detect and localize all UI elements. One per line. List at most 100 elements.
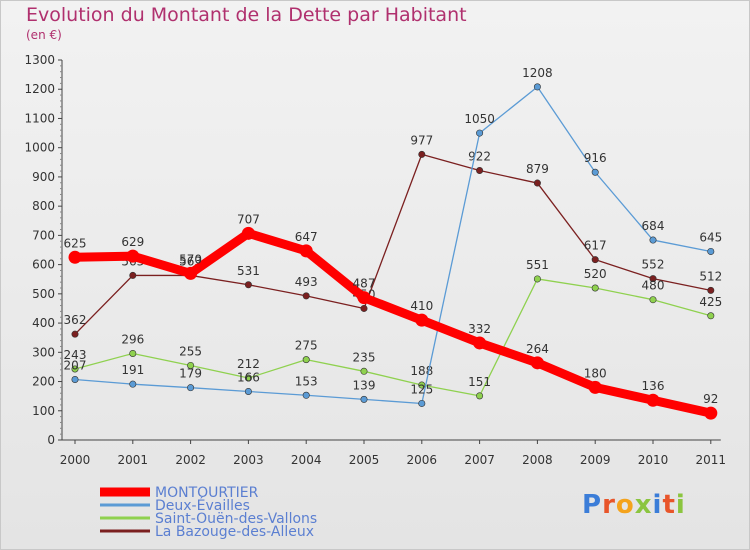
data-point	[71, 365, 79, 373]
y-tick-label: 500	[32, 287, 55, 301]
data-label: 1050	[464, 112, 495, 126]
data-label: 139	[353, 378, 376, 392]
data-point	[184, 266, 198, 280]
data-label: 332	[468, 322, 491, 336]
data-point	[649, 236, 657, 244]
y-tick-label: 100	[32, 404, 55, 418]
data-label: 151	[468, 375, 491, 389]
data-point	[418, 150, 426, 158]
data-label: 916	[584, 151, 607, 165]
data-point	[68, 250, 82, 264]
data-label: 410	[410, 299, 433, 313]
data-point	[357, 291, 371, 305]
y-tick-label: 400	[32, 316, 55, 330]
data-label: 136	[642, 379, 665, 393]
data-label: 922	[468, 149, 491, 163]
chart-unit: (en €)	[26, 28, 62, 42]
data-label: 493	[295, 275, 318, 289]
data-label: 552	[642, 258, 665, 272]
data-label: 125	[410, 382, 433, 396]
data-point	[533, 83, 541, 91]
data-label: 684	[642, 219, 665, 233]
data-label: 551	[526, 258, 549, 272]
data-point	[591, 284, 599, 292]
y-tick-label: 800	[32, 199, 55, 213]
data-label: 191	[121, 363, 144, 377]
data-point	[244, 374, 252, 382]
data-point	[302, 356, 310, 364]
data-point	[187, 361, 195, 369]
data-point	[360, 367, 368, 375]
x-tick-label: 2003	[233, 453, 264, 467]
data-point	[530, 356, 544, 370]
data-label: 480	[642, 279, 665, 293]
data-label: 153	[295, 374, 318, 388]
y-tick-label: 600	[32, 258, 55, 272]
data-label: 879	[526, 162, 549, 176]
data-point	[707, 286, 715, 294]
x-tick-label: 2006	[407, 453, 438, 467]
data-point	[533, 179, 541, 187]
data-point	[299, 244, 313, 258]
data-label: 235	[353, 350, 376, 364]
legend-label: Deux-Évailles	[155, 497, 250, 514]
data-point	[533, 275, 541, 283]
y-tick-label: 300	[32, 345, 55, 359]
x-tick-label: 2009	[580, 453, 611, 467]
data-point	[646, 393, 660, 407]
data-label: 92	[703, 392, 718, 406]
data-label: 180	[584, 366, 607, 380]
logo-letter: i	[675, 490, 686, 520]
data-label: 487	[353, 277, 376, 291]
x-tick-label: 2010	[638, 453, 669, 467]
y-tick-label: 1000	[24, 141, 55, 155]
chart-title: Evolution du Montant de la Dette par Hab…	[26, 4, 467, 26]
data-point	[71, 375, 79, 383]
data-point	[187, 384, 195, 392]
data-point	[476, 166, 484, 174]
logo-letter: o	[615, 490, 635, 520]
data-point	[418, 399, 426, 407]
logo-letter: r	[602, 490, 616, 520]
series-line	[74, 278, 712, 397]
data-label: 296	[121, 332, 144, 346]
data-label: 617	[584, 239, 607, 253]
y-tick-label: 900	[32, 170, 55, 184]
legend-label: Saint-Ouën-des-Vallons	[155, 511, 317, 527]
x-tick-label: 2002	[175, 453, 206, 467]
data-label: 362	[64, 313, 87, 327]
data-label: 531	[237, 264, 260, 278]
data-point	[591, 168, 599, 176]
y-tick-label: 700	[32, 228, 55, 242]
data-point	[241, 226, 255, 240]
data-label: 512	[699, 269, 722, 283]
data-label: 212	[237, 357, 260, 371]
data-point	[649, 296, 657, 304]
data-point	[476, 129, 484, 137]
data-label: 425	[699, 295, 722, 309]
data-point	[415, 313, 429, 327]
data-point	[71, 330, 79, 338]
data-label: 264	[526, 342, 549, 356]
y-tick-label: 200	[32, 375, 55, 389]
data-label: 570	[179, 252, 202, 266]
data-point	[588, 380, 602, 394]
x-tick-label: 2007	[464, 453, 495, 467]
data-point	[707, 312, 715, 320]
data-point	[704, 406, 718, 420]
data-label: 179	[179, 367, 202, 381]
y-tick-label: 1300	[24, 53, 55, 67]
data-label: 207	[64, 358, 87, 372]
data-label: 243	[64, 348, 87, 362]
legend-label: MONTOURTIER	[155, 485, 259, 501]
data-point	[418, 381, 426, 389]
data-point	[302, 292, 310, 300]
y-tick-label: 1100	[24, 111, 55, 125]
series-line	[70, 228, 716, 418]
data-point	[302, 391, 310, 399]
data-label: 629	[121, 235, 144, 249]
series-line	[74, 86, 712, 405]
data-point	[129, 271, 137, 279]
